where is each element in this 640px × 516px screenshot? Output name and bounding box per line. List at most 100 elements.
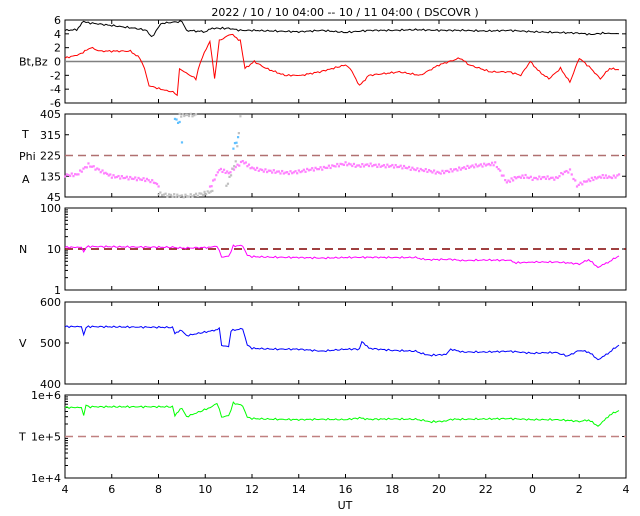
series-t-angle-point <box>180 115 183 118</box>
y-axis-label: N <box>19 243 27 256</box>
y-axis-label: T <box>21 128 29 141</box>
y-tick-label: -4 <box>50 83 61 96</box>
y-axis-label: V <box>19 337 27 350</box>
series-phi-point <box>218 169 221 172</box>
series-phi-point <box>241 159 244 163</box>
series-phi-point <box>291 172 294 175</box>
series-t-angle-alt-point <box>180 141 184 144</box>
series-phi-point <box>277 170 280 173</box>
series-phi-point <box>422 169 426 173</box>
series-phi-point <box>238 164 241 167</box>
series-phi-point <box>399 164 402 167</box>
series-phi-point <box>543 175 546 179</box>
series-phi-point <box>252 167 255 170</box>
series-phi-point <box>289 170 292 173</box>
series-phi-point <box>568 168 572 171</box>
series-t-angle-point <box>231 167 234 170</box>
x-tick-label: 4 <box>62 483 69 496</box>
series-phi-point <box>351 164 354 168</box>
series-t-angle-point <box>239 115 242 118</box>
series-phi-point <box>269 169 272 172</box>
series-phi-point <box>74 173 77 176</box>
series-phi-point <box>521 174 524 177</box>
series-phi-point <box>216 171 219 174</box>
series-t-angle-point <box>209 190 212 193</box>
series-phi-point <box>607 175 611 178</box>
series-phi-point <box>251 166 254 169</box>
series-phi-point <box>526 176 529 179</box>
series-phi-point <box>565 169 568 173</box>
series-phi-point <box>67 173 70 177</box>
series-phi-point <box>362 165 366 168</box>
series-phi-point <box>319 166 322 169</box>
series-phi-point <box>367 164 371 168</box>
series-phi-point <box>139 178 142 181</box>
series-phi-point <box>489 164 492 167</box>
series-phi-point <box>85 166 88 169</box>
series-phi-point <box>112 174 115 177</box>
series-phi-point <box>115 175 118 179</box>
series-phi-point <box>448 170 451 174</box>
series-phi-point <box>492 164 495 167</box>
y-tick-label: 2 <box>54 42 61 55</box>
series-phi-point <box>347 162 351 165</box>
series-t-angle-point <box>161 194 164 197</box>
series-t-angle-point <box>205 193 208 196</box>
series-phi-point <box>483 162 486 165</box>
series-phi-point <box>401 167 404 170</box>
series-phi-point <box>397 165 401 169</box>
series-phi-point <box>592 178 595 182</box>
y-tick-label: 1e+5 <box>31 431 61 444</box>
series-t-angle-alt-point <box>236 136 240 139</box>
series-phi-point <box>301 170 304 173</box>
series-phi-point <box>376 165 379 169</box>
series-phi-point <box>601 173 604 177</box>
series-t-angle-alt-point <box>176 121 180 125</box>
series-phi-point <box>582 180 586 183</box>
series-phi-point <box>332 164 336 168</box>
series-phi-point <box>264 168 267 171</box>
series-phi-point <box>612 174 615 177</box>
series-phi-point <box>454 167 457 171</box>
series-phi-point <box>149 180 152 184</box>
series-phi-point <box>64 175 67 178</box>
series-phi-point <box>471 164 474 167</box>
series-phi-point <box>574 179 577 182</box>
series-phi-point <box>127 178 130 181</box>
y-tick-label: 1e+4 <box>31 472 61 485</box>
series-phi-point <box>137 176 140 180</box>
series-v-line <box>64 325 620 361</box>
x-tick-label: 22 <box>479 483 493 496</box>
series-phi-point <box>575 185 579 188</box>
series-phi-point <box>402 164 406 168</box>
series-phi-point <box>510 177 513 180</box>
y-axis-label: T <box>18 431 26 444</box>
series-phi-point <box>271 171 274 174</box>
y-tick-label: -6 <box>50 97 61 110</box>
series-t-angle-alt-point <box>173 117 177 121</box>
series-phi-point <box>267 169 270 172</box>
series-t-angle-point <box>206 190 209 193</box>
series-phi-point <box>481 165 484 168</box>
series-phi-point <box>449 168 452 171</box>
series-phi-point <box>522 176 526 180</box>
series-t-angle-point <box>187 114 191 118</box>
series-phi-point <box>381 164 384 168</box>
series-phi-point <box>82 167 85 170</box>
series-phi-point <box>610 176 614 180</box>
series-phi-point <box>104 171 107 174</box>
series-phi-point <box>487 162 491 166</box>
series-phi-point <box>474 163 477 166</box>
series-phi-point <box>247 163 251 166</box>
series-phi-point <box>590 176 593 179</box>
series-phi-point <box>495 165 498 169</box>
series-phi-point <box>560 171 563 175</box>
series-phi-point <box>140 178 144 182</box>
series-phi-point <box>379 165 382 168</box>
series-t-angle-point <box>211 189 214 193</box>
series-phi-point <box>516 175 519 179</box>
series-phi-point <box>312 169 315 172</box>
series-phi-point <box>326 166 329 170</box>
series-phi-point <box>84 166 87 169</box>
